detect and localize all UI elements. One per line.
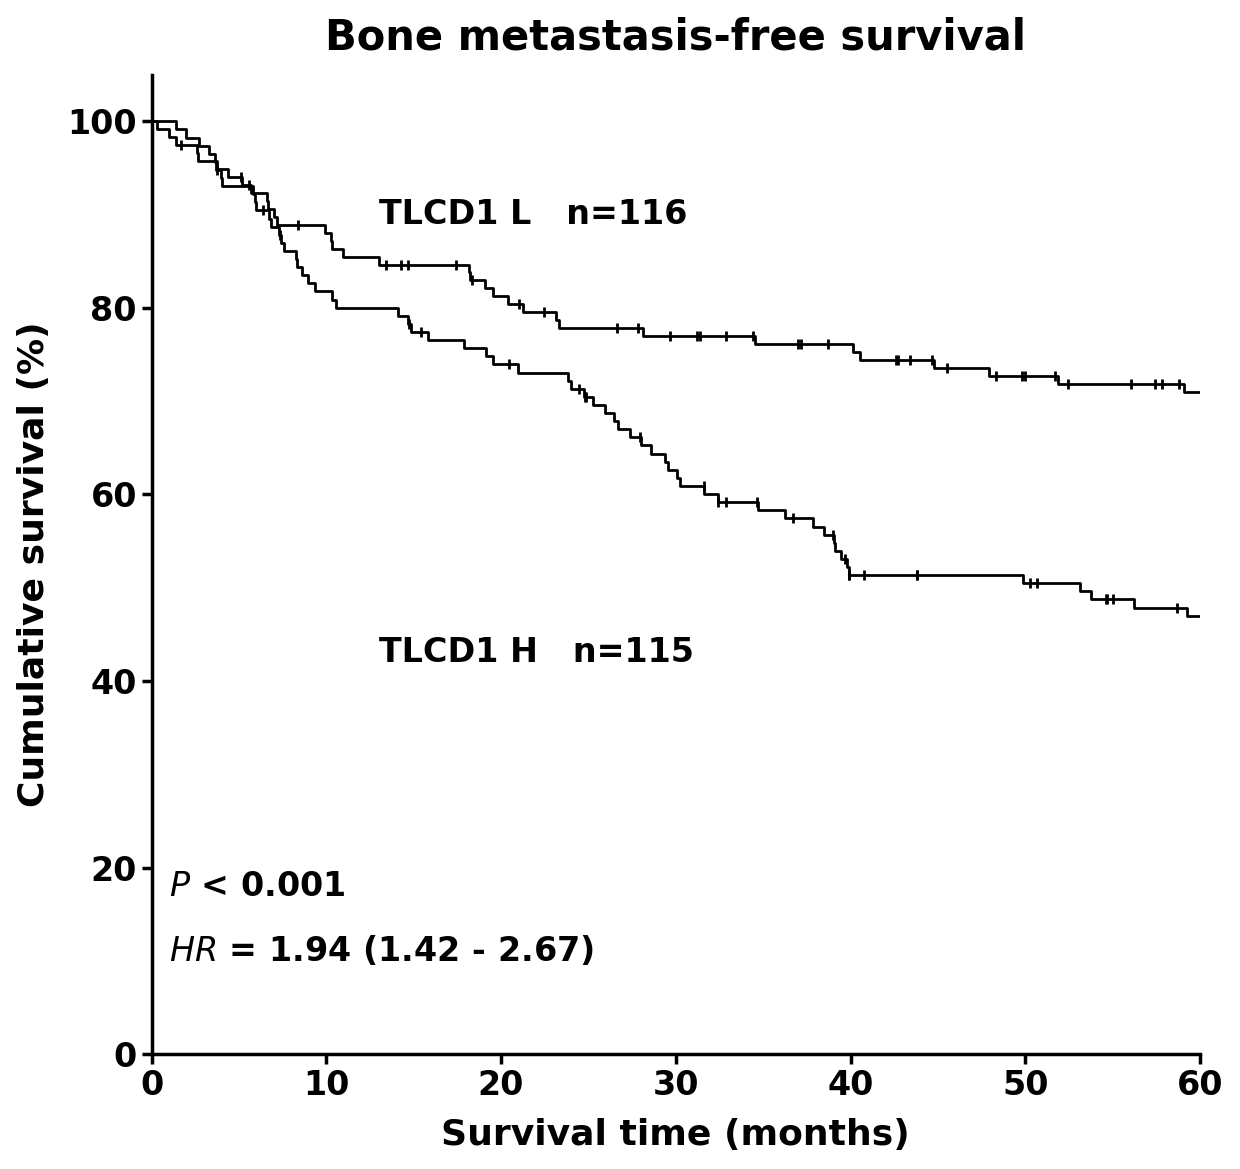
Text: $\mathit{HR}$ = 1.94 (1.42 - 2.67): $\mathit{HR}$ = 1.94 (1.42 - 2.67)	[169, 934, 594, 968]
Y-axis label: Cumulative survival (%): Cumulative survival (%)	[16, 321, 51, 807]
X-axis label: Survival time (months): Survival time (months)	[441, 1119, 910, 1153]
Text: TLCD1 H   n=115: TLCD1 H n=115	[378, 636, 693, 670]
Text: TLCD1 L   n=116: TLCD1 L n=116	[378, 198, 687, 231]
Title: Bone metastasis-free survival: Bone metastasis-free survival	[325, 16, 1027, 58]
Text: $\mathit{P}$ < 0.001: $\mathit{P}$ < 0.001	[169, 870, 346, 902]
